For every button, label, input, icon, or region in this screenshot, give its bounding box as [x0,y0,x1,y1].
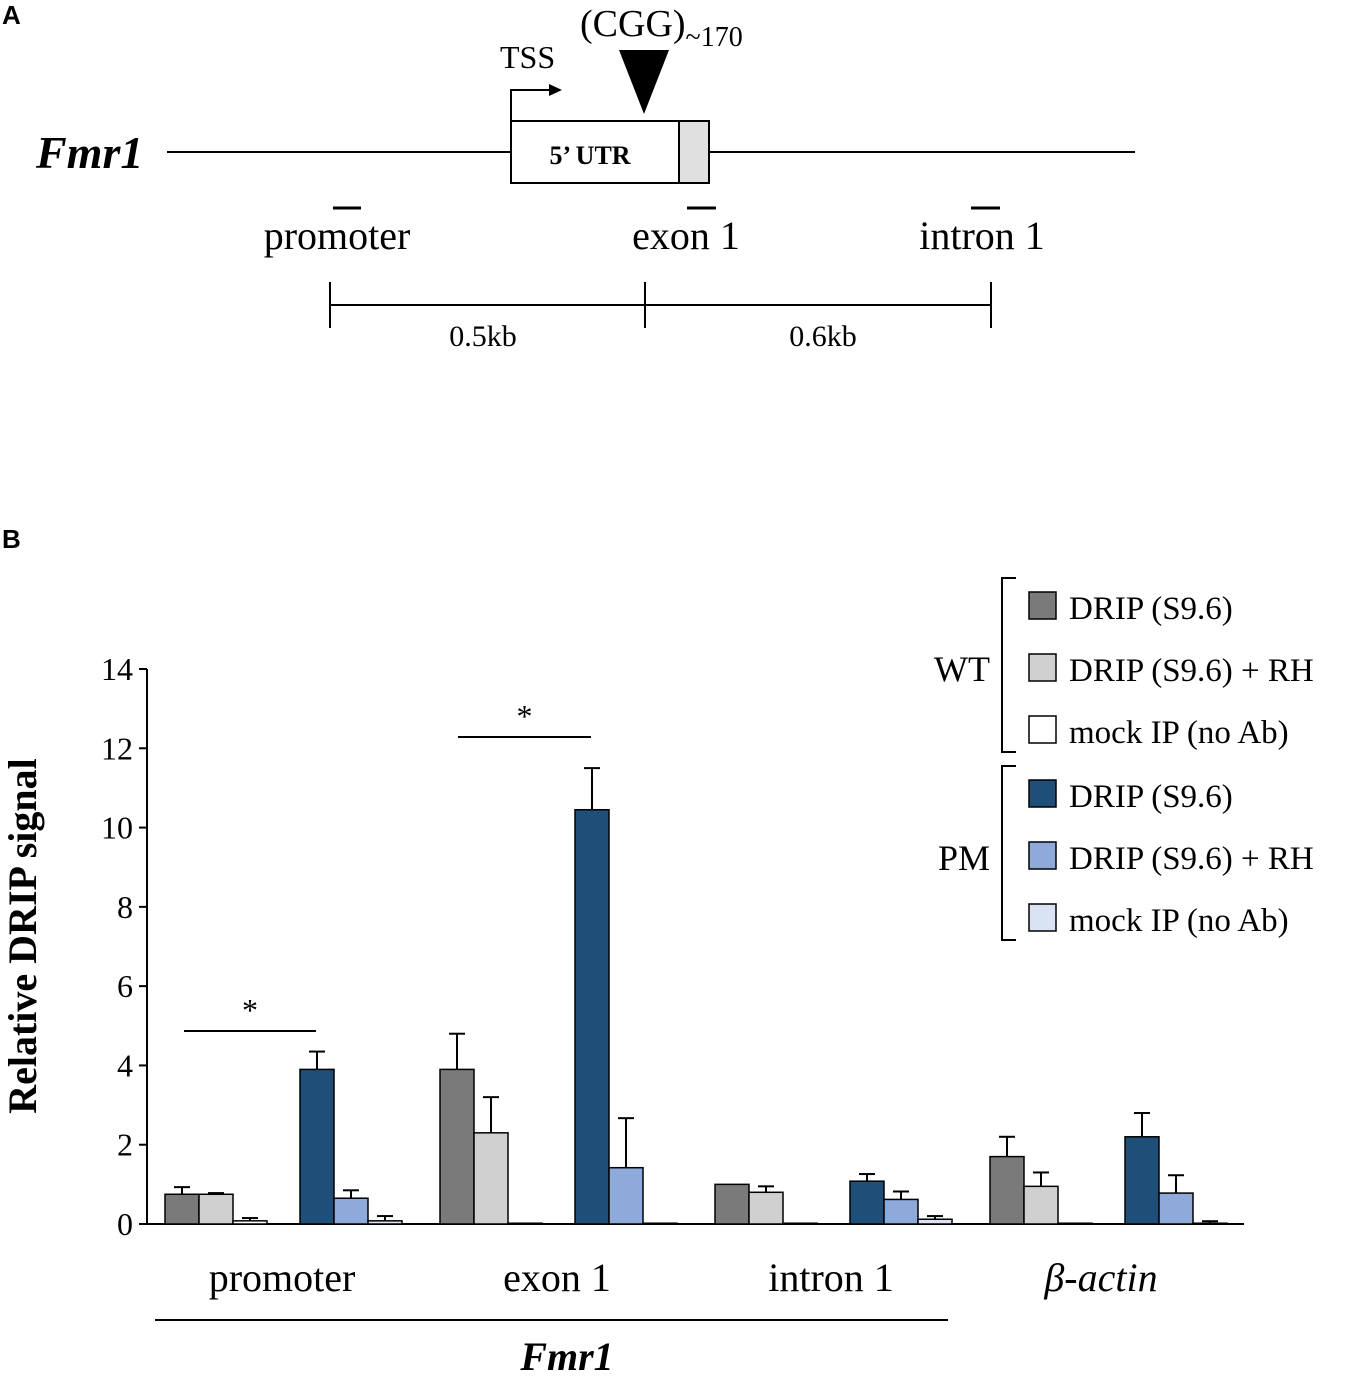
significance-star: * [242,992,258,1028]
bar-wt-3-cat3 [782,1222,818,1225]
y-tick-label: 4 [117,1047,133,1083]
bar-pm-1-cat2 [574,808,610,1225]
fmr1-group-label: Fmr1 [519,1334,613,1378]
y-tick-label: 2 [117,1127,133,1163]
coding-start-box [678,120,710,184]
significance-star: * [517,698,533,734]
bar-wt-2-cat2 [473,1132,509,1225]
bar-wt-3-cat4 [1057,1222,1093,1225]
bar-wt-1-cat3 [714,1183,750,1225]
bars [164,808,1228,1225]
y-tick-label: 10 [101,810,133,846]
legend-label-wt-2: DRIP (S9.6) + RH [1069,653,1314,689]
region-label-promoter: promoter [264,213,411,258]
distance-label-2: 0.6kb [789,320,857,353]
bar-wt-1-cat4 [989,1155,1025,1225]
gene-name: Fmr1 [35,127,143,178]
region-label-exon1: exon 1 [632,213,740,258]
legend-swatch-wt-1 [1028,591,1057,620]
legend-group-label-pm: PM [938,838,990,878]
bar-pm-1-cat1 [299,1068,335,1225]
bar-pm-2-cat1 [333,1197,369,1225]
category-labels: promoter exon 1 intron 1 β-actin [209,1255,1158,1300]
category-label-4: β-actin [1043,1255,1157,1300]
y-axis: 0 2 4 6 8 10 12 14 [101,651,148,1242]
y-tick-label: 12 [101,730,133,766]
legend-label-pm-3: mock IP (no Ab) [1069,903,1289,939]
tss-label: TSS [500,39,555,75]
error-bars [174,767,1218,1224]
bar-pm-1-cat4 [1124,1136,1160,1225]
bar-pm-1-cat3 [849,1180,885,1225]
cgg-repeat-marker [619,50,669,114]
tss-arrow [510,89,552,121]
legend-swatch-pm-2 [1028,841,1057,870]
bar-pm-2-cat2 [608,1166,644,1225]
legend-swatch-wt-3 [1028,715,1057,744]
panel-a: A Fmr1 5’ UTR TSS (CGG)~170 promoter exo… [2,0,1135,353]
region-label-intron1: intron 1 [919,213,1045,258]
legend-swatch-pm-1 [1028,779,1057,808]
bar-wt-1-cat2 [439,1068,475,1225]
legend-bracket-pm [1001,765,1016,941]
legend-label-pm-2: DRIP (S9.6) + RH [1069,841,1314,877]
significance-marks: ** [184,698,591,1032]
utr-box [510,120,710,184]
legend: WT DRIP (S9.6) DRIP (S9.6) + RH mock IP (no… [934,577,1314,941]
legend-label-wt-1: DRIP (S9.6) [1069,591,1233,627]
bar-wt-2-cat1 [198,1193,234,1225]
utr-label: 5’ UTR [549,141,630,170]
y-axis-title: Relative DRIP signal [0,758,45,1114]
panel-a-label: A [2,0,21,30]
bar-wt-1-cat1 [164,1193,200,1225]
bar-wt-3-cat2 [507,1222,543,1225]
distance-label-1: 0.5kb [449,320,517,353]
bar-wt-2-cat3 [748,1191,784,1225]
legend-bracket-wt [1001,577,1016,753]
bar-wt-2-cat4 [1023,1185,1059,1225]
bar-pm-2-cat3 [883,1198,919,1225]
legend-swatch-pm-3 [1028,903,1057,932]
category-label-1: promoter [209,1255,356,1300]
bar-pm-3-cat3 [917,1218,953,1225]
category-label-3: intron 1 [768,1255,894,1300]
legend-group-label-wt: WT [934,649,990,689]
y-tick-label: 6 [117,968,133,1004]
y-tick-label: 0 [117,1206,133,1242]
tss-arrowhead [549,84,562,96]
legend-label-wt-3: mock IP (no Ab) [1069,715,1289,751]
bar-pm-3-cat4 [1192,1222,1228,1225]
category-label-2: exon 1 [503,1255,611,1300]
legend-swatch-wt-2 [1028,653,1057,682]
panel-b-label: B [2,524,21,554]
bar-wt-3-cat1 [232,1220,268,1225]
cgg-repeat-label: (CGG)~170 [580,3,743,53]
bar-pm-3-cat1 [367,1220,403,1225]
legend-label-pm-1: DRIP (S9.6) [1069,779,1233,815]
bar-pm-2-cat4 [1158,1192,1194,1225]
y-tick-label: 8 [117,889,133,925]
y-tick-label: 14 [101,651,133,687]
bar-pm-3-cat2 [642,1222,678,1225]
